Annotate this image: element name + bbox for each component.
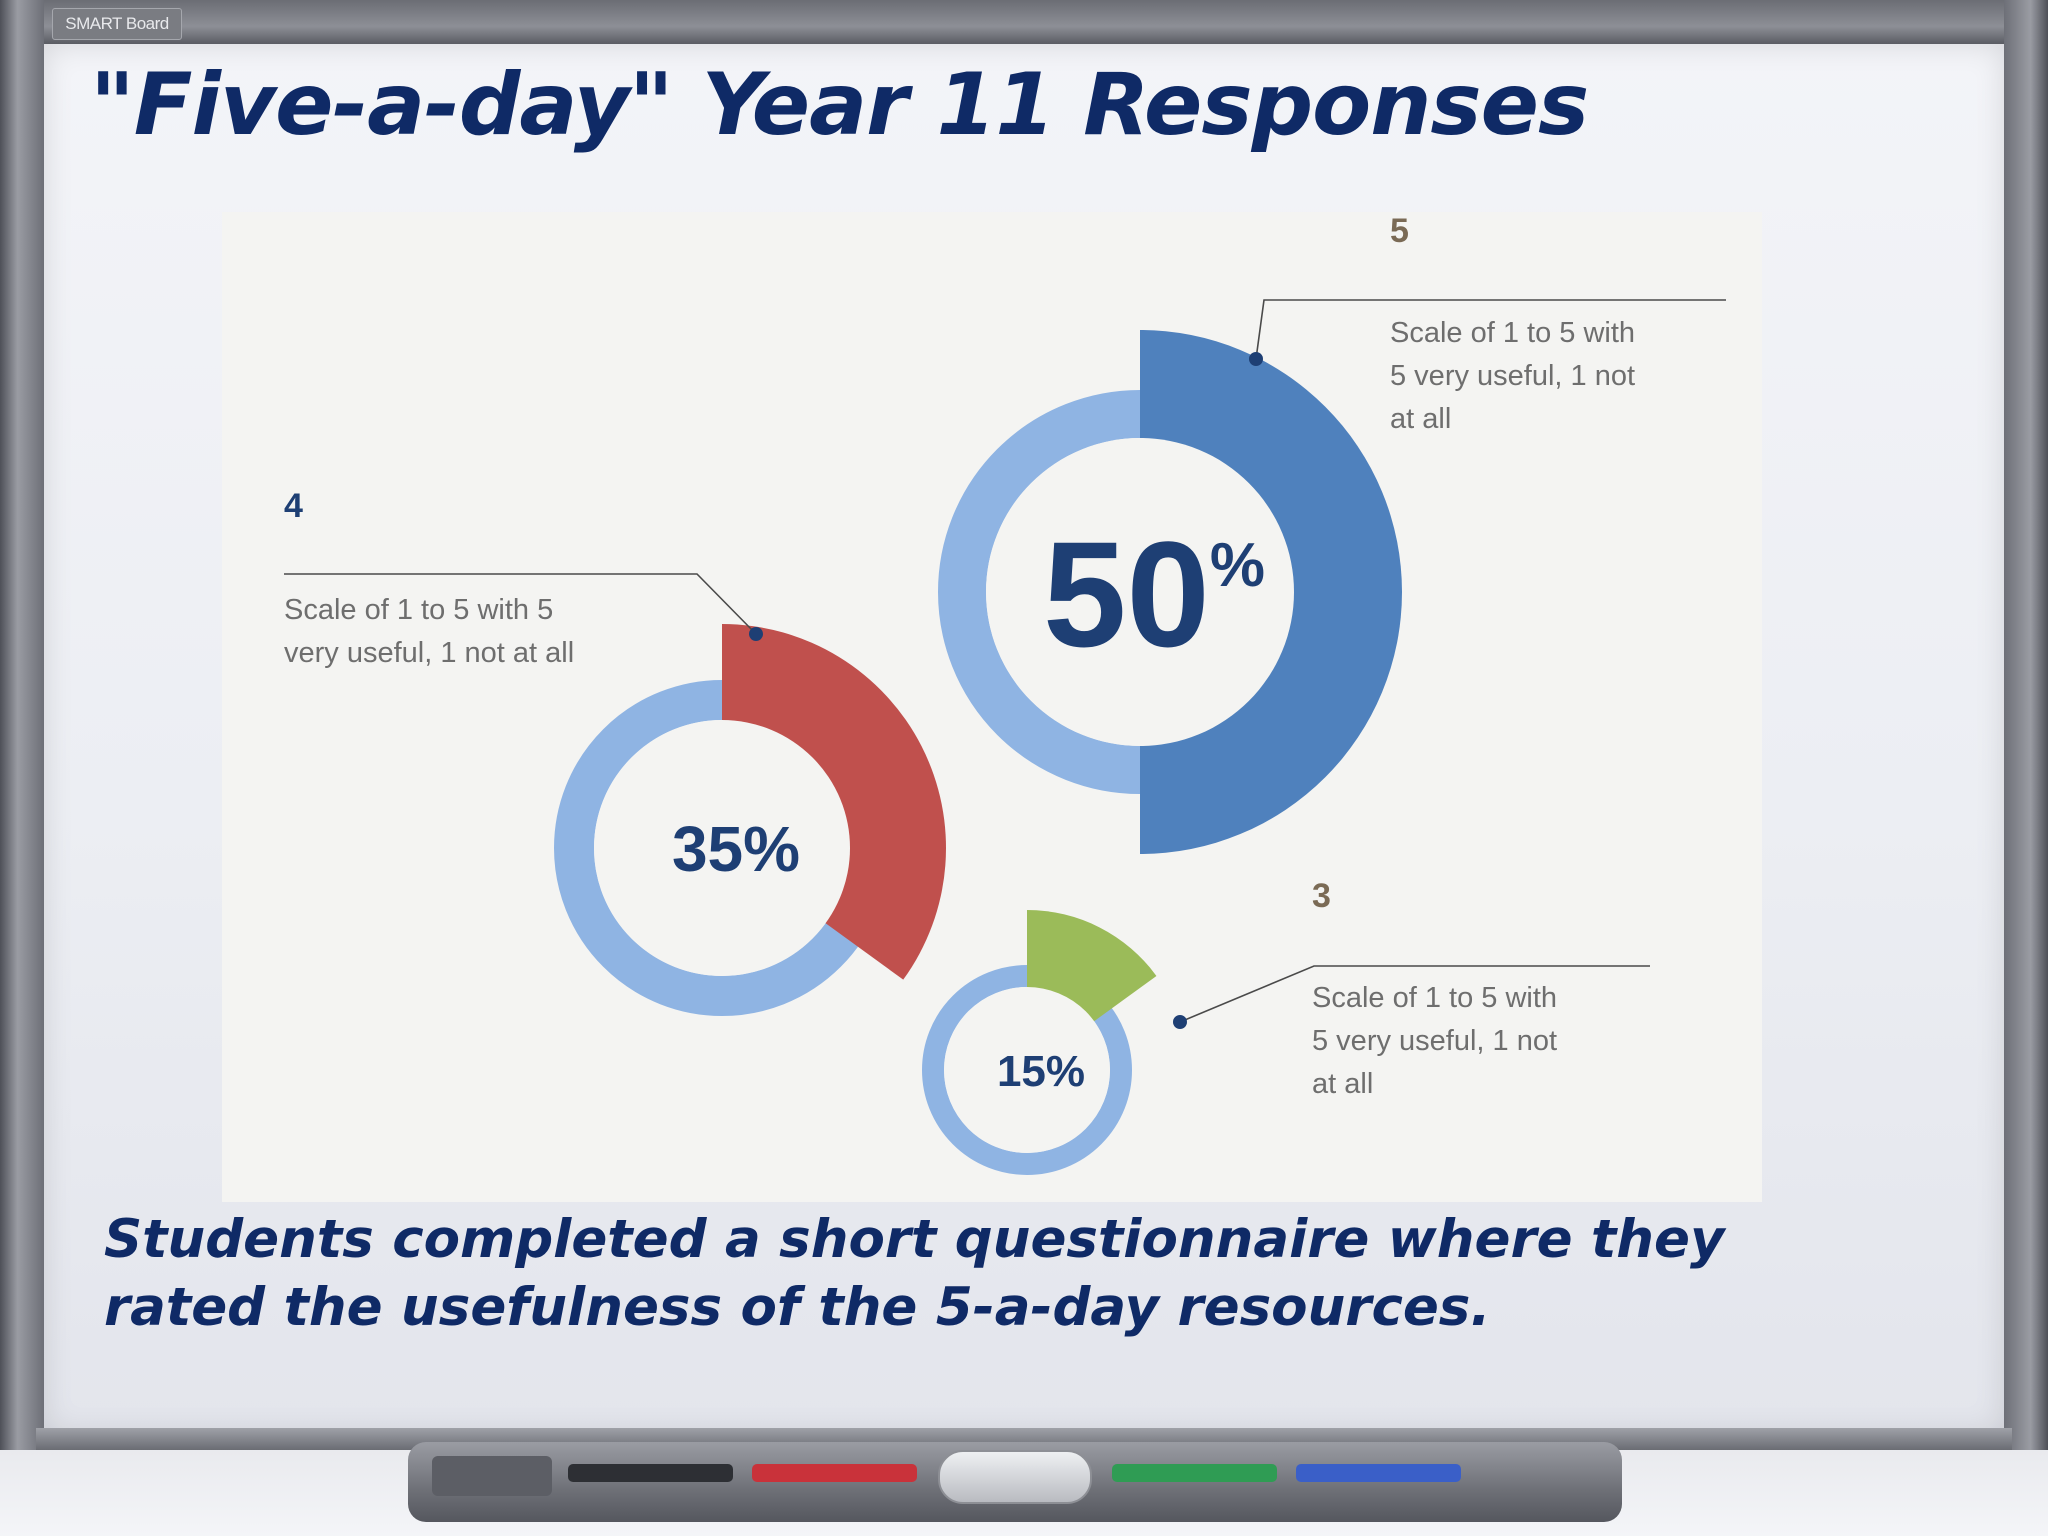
radial-chart: 50% 5 Scale of 1 to 5 with 5 very useful, 1… [284, 212, 1726, 1175]
note-5-line-2: 5 very useful, 1 not [1390, 360, 1635, 392]
ring-hole-3 [944, 987, 1110, 1153]
green-pen-slot[interactable] [1112, 1464, 1277, 1482]
chart-panel: 50% 5 Scale of 1 to 5 with 5 very useful, 1… [222, 212, 1762, 1202]
leader-line-3 [1179, 965, 1650, 1023]
blue-pen-slot[interactable] [1296, 1464, 1461, 1482]
caption-text: Students completed a short questionnaire… [104, 1209, 1725, 1338]
note-3-line-3: at all [1312, 1068, 1373, 1100]
note-5-line-1: Scale of 1 to 5 with [1390, 317, 1635, 349]
score-label-3: 3 [1312, 877, 1331, 915]
red-pen-slot[interactable] [752, 1464, 917, 1482]
note-3-line-1: Scale of 1 to 5 with [1312, 982, 1557, 1014]
leader-dot-5 [1249, 352, 1263, 366]
value-label-4: 35% [672, 813, 800, 885]
leader-dot-3 [1173, 1015, 1187, 1029]
page-title: "Five-a-day" Year 11 Responses [90, 55, 1589, 155]
leader-line-4 [284, 573, 757, 635]
frame-top [0, 0, 2048, 44]
frame-left [0, 0, 44, 1450]
black-pen-slot[interactable] [568, 1464, 733, 1482]
score-label-4: 4 [284, 487, 303, 525]
score-label-5: 5 [1390, 212, 1409, 250]
frame-right [2004, 0, 2048, 1450]
value-label-5: 50% [1043, 510, 1265, 678]
ring-hole-5 [986, 438, 1294, 746]
note-4-line-2: very useful, 1 not at all [284, 637, 574, 669]
ring-hole-4 [594, 720, 850, 976]
leader-line-5 [1255, 299, 1726, 360]
value-label-3: 15% [997, 1047, 1085, 1096]
note-3-line-2: 5 very useful, 1 not [1312, 1025, 1557, 1057]
leader-dot-4 [749, 627, 763, 641]
eraser[interactable] [938, 1450, 1092, 1504]
note-5-line-3: at all [1390, 403, 1451, 435]
note-4-line-1: Scale of 1 to 5 with 5 [284, 594, 553, 626]
tray-buttons[interactable] [432, 1456, 552, 1496]
brand-logo: SMART Board [52, 8, 182, 40]
pen-tray [408, 1442, 1622, 1522]
